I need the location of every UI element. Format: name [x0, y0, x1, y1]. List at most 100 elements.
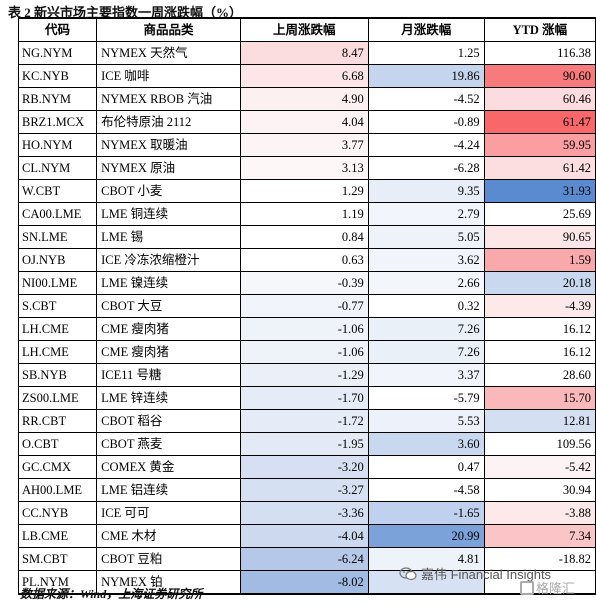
- cell-ytd: 90.60: [483, 64, 596, 88]
- table-row: ZS00.LME LME 锌连续 -1.70 -5.79 15.70: [17, 386, 596, 410]
- cell-code: BRZ1.MCX: [17, 110, 98, 134]
- cell-week: -3.27: [239, 478, 369, 502]
- cell-week: 1.19: [239, 202, 369, 226]
- table-row: HO.NYM NYMEX 取暖油 3.77 -4.24 59.95: [17, 133, 596, 157]
- cell-month: 3.60: [367, 432, 485, 456]
- table-row: LH.CME CME 瘦肉猪 -1.06 7.26 16.12: [17, 317, 596, 341]
- cell-month: 3.62: [367, 248, 485, 272]
- watermark: 嘉伟 Financial Insights: [399, 564, 551, 583]
- cell-month: -4.52: [367, 87, 485, 111]
- cell-ytd: 16.12: [483, 317, 596, 341]
- cell-week: -1.06: [239, 317, 369, 341]
- cell-code: W.CBT: [17, 179, 98, 203]
- cell-code: ZS00.LME: [17, 386, 98, 410]
- table-caption: 表 2 新兴市场主要指数一周涨跌幅（%）: [8, 5, 243, 20]
- cell-month: -0.89: [367, 110, 485, 134]
- cell-week: -8.02: [239, 570, 369, 595]
- cell-ytd: 16.12: [483, 340, 596, 364]
- cell-month: 7.26: [367, 317, 485, 341]
- cell-week: -1.06: [239, 340, 369, 364]
- cell-week: -3.20: [239, 455, 369, 479]
- cell-code: KC.NYB: [17, 64, 98, 88]
- cell-code: S.CBT: [17, 294, 98, 318]
- cell-name: CME 瘦肉猪: [96, 317, 241, 341]
- cell-name: CBOT 燕麦: [96, 432, 241, 456]
- cell-ytd: -5.42: [483, 455, 596, 479]
- cell-name: CME 木材: [96, 524, 241, 548]
- watermark-text: 嘉伟 Financial Insights: [421, 567, 552, 582]
- cell-month: 19.86: [367, 64, 485, 88]
- cell-name: CBOT 豆粕: [96, 547, 241, 571]
- cell-week: -6.24: [239, 547, 369, 571]
- cell-code: GC.CMX: [17, 455, 98, 479]
- cell-name: NYMEX 天然气: [96, 41, 241, 65]
- cell-ytd: 20.18: [483, 271, 596, 295]
- cell-week: -1.95: [239, 432, 369, 456]
- table-row: LH.CME CME 瘦肉猪 -1.06 7.26 16.12: [17, 340, 596, 364]
- cell-code: LB.CME: [17, 524, 98, 548]
- cell-name: NYMEX 原油: [96, 156, 241, 180]
- cell-name: NYMEX 取暖油: [96, 133, 241, 157]
- cell-ytd: [483, 570, 596, 595]
- cell-ytd: 7.34: [483, 524, 596, 548]
- cell-week: -4.04: [239, 524, 369, 548]
- header-month: 月涨跌幅: [367, 17, 485, 42]
- cell-week: -3.36: [239, 501, 369, 525]
- cell-ytd: 60.46: [483, 87, 596, 111]
- cell-name: LME 锌连续: [96, 386, 241, 410]
- table-row: GC.CMX COMEX 黄金 -3.20 0.47 -5.42: [17, 455, 596, 479]
- cell-ytd: -18.82: [483, 547, 596, 571]
- cell-code: CC.NYB: [17, 501, 98, 525]
- cell-month: -1.65: [367, 501, 485, 525]
- cell-name: ICE 可可: [96, 501, 241, 525]
- cell-name: ICE11 号糖: [96, 363, 241, 387]
- table-row: NI00.LME LME 镍连续 -0.39 2.66 20.18: [17, 271, 596, 295]
- cell-week: 4.90: [239, 87, 369, 111]
- table-row: SM.CBT CBOT 豆粕 -6.24 4.81 -18.82: [17, 547, 596, 571]
- cell-ytd: 59.95: [483, 133, 596, 157]
- cell-name: ICE 冷冻浓缩橙汁: [96, 248, 241, 272]
- cell-code: CA00.LME: [17, 202, 98, 226]
- cell-week: 8.47: [239, 41, 369, 65]
- cell-name: NYMEX 铂: [96, 570, 241, 595]
- cell-month: 0.32: [367, 294, 485, 318]
- logo-text: 格隆汇: [536, 581, 576, 596]
- cell-code: PL.NYM: [17, 570, 98, 595]
- cell-code: LH.CME: [17, 340, 98, 364]
- cell-month: [367, 570, 485, 595]
- table-row: LB.CME CME 木材 -4.04 20.99 7.34: [17, 524, 596, 548]
- cell-ytd: 90.65: [483, 225, 596, 249]
- cell-name: 布伦特原油 2112: [96, 110, 241, 134]
- cell-week: 0.84: [239, 225, 369, 249]
- logo: 格隆汇: [520, 578, 575, 597]
- cell-month: 3.37: [367, 363, 485, 387]
- table-row: CL.NYM NYMEX 原油 3.13 -6.28 61.42: [17, 156, 596, 180]
- table-row: O.CBT CBOT 燕麦 -1.95 3.60 109.56: [17, 432, 596, 456]
- cell-month: -4.58: [367, 478, 485, 502]
- cell-month: 2.66: [367, 271, 485, 295]
- table-row: RB.NYM NYMEX RBOB 汽油 4.90 -4.52 60.46: [17, 87, 596, 111]
- cell-code: NG.NYM: [17, 41, 98, 65]
- header-ytd: YTD 涨幅: [483, 17, 596, 42]
- cell-code: RB.NYM: [17, 87, 98, 111]
- table-row: CA00.LME LME 铜连续 1.19 2.79 25.69: [17, 202, 596, 226]
- table-row: OJ.NYB ICE 冷冻浓缩橙汁 0.63 3.62 1.59: [17, 248, 596, 272]
- cell-week: 3.13: [239, 156, 369, 180]
- table-row: CC.NYB ICE 可可 -3.36 -1.65 -3.88: [17, 501, 596, 525]
- table-row: PL.NYM NYMEX 铂 -8.02: [17, 570, 596, 595]
- cell-week: -0.39: [239, 271, 369, 295]
- cell-name: CME 瘦肉猪: [96, 340, 241, 364]
- cell-ytd: 109.56: [483, 432, 596, 456]
- cell-name: LME 铜连续: [96, 202, 241, 226]
- cell-code: HO.NYM: [17, 133, 98, 157]
- source-note: 数据来源：Wind，上海证券研究所: [20, 587, 203, 601]
- cell-ytd: -4.39: [483, 294, 596, 318]
- cell-month: 4.81: [367, 547, 485, 571]
- cell-code: CL.NYM: [17, 156, 98, 180]
- cell-code: SM.CBT: [17, 547, 98, 571]
- cell-week: 6.68: [239, 64, 369, 88]
- cell-code: NI00.LME: [17, 271, 98, 295]
- cell-ytd: 25.69: [483, 202, 596, 226]
- cell-month: -4.24: [367, 133, 485, 157]
- cell-name: CBOT 小麦: [96, 179, 241, 203]
